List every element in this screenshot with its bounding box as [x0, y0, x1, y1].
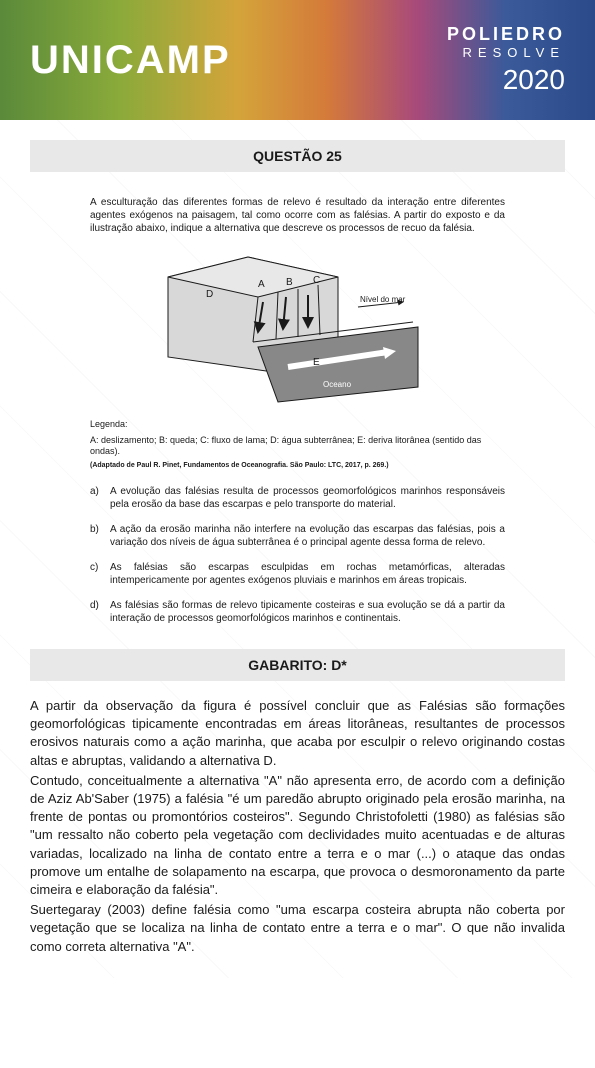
alt-text: As falésias são escarpas esculpidas em r…: [110, 561, 505, 587]
answer-explanation: A partir da observação da figura é possí…: [30, 697, 565, 956]
alt-text: A evolução das falésias resulta de proce…: [110, 485, 505, 511]
alt-text: A ação da erosão marinha não interfere n…: [110, 523, 505, 549]
brand-poliedro: POLIEDRO RESOLVE 2020: [447, 24, 565, 96]
alternative-b: b) A ação da erosão marinha não interfer…: [90, 523, 505, 549]
brand-unicamp: UNICAMP: [30, 38, 231, 83]
svg-text:E: E: [313, 357, 320, 368]
svg-text:Nível do mar: Nível do mar: [360, 295, 406, 304]
page-content: QUESTÃO 25 A esculturação das diferentes…: [0, 120, 595, 978]
explanation-p2: Contudo, conceitualmente a alternativa "…: [30, 772, 565, 899]
svg-text:C: C: [313, 275, 320, 286]
legend-title: Legenda:: [90, 419, 505, 431]
question-intro: A esculturação das diferentes formas de …: [90, 196, 505, 235]
source-citation: (Adaptado de Paul R. Pinet, Fundamentos …: [90, 462, 505, 469]
question-body: A esculturação das diferentes formas de …: [30, 196, 565, 625]
answer-title: GABARITO: D*: [30, 649, 565, 681]
alternative-d: d) As falésias são formas de relevo tipi…: [90, 599, 505, 625]
alt-letter: c): [90, 561, 110, 587]
alternatives-list: a) A evolução das falésias resulta de pr…: [90, 485, 505, 625]
question-title: QUESTÃO 25: [30, 140, 565, 172]
svg-text:B: B: [286, 277, 293, 288]
cliff-diagram: D A B C E Nível do mar Oceano: [158, 247, 438, 407]
alt-letter: a): [90, 485, 110, 511]
alt-text: As falésias são formas de relevo tipicam…: [110, 599, 505, 625]
svg-text:Oceano: Oceano: [323, 380, 352, 389]
alternative-a: a) A evolução das falésias resulta de pr…: [90, 485, 505, 511]
brand-year: 2020: [447, 64, 565, 96]
alternative-c: c) As falésias são escarpas esculpidas e…: [90, 561, 505, 587]
explanation-p3: Suertegaray (2003) define falésia como "…: [30, 901, 565, 956]
page-header: UNICAMP POLIEDRO RESOLVE 2020: [0, 0, 595, 120]
svg-text:A: A: [258, 279, 265, 290]
svg-text:D: D: [206, 289, 213, 300]
alt-letter: d): [90, 599, 110, 625]
legend-text: A: deslizamento; B: queda; C: fluxo de l…: [90, 435, 505, 458]
brand-line2: RESOLVE: [447, 45, 565, 60]
explanation-p1: A partir da observação da figura é possí…: [30, 697, 565, 770]
alt-letter: b): [90, 523, 110, 549]
brand-line1: POLIEDRO: [447, 24, 565, 45]
